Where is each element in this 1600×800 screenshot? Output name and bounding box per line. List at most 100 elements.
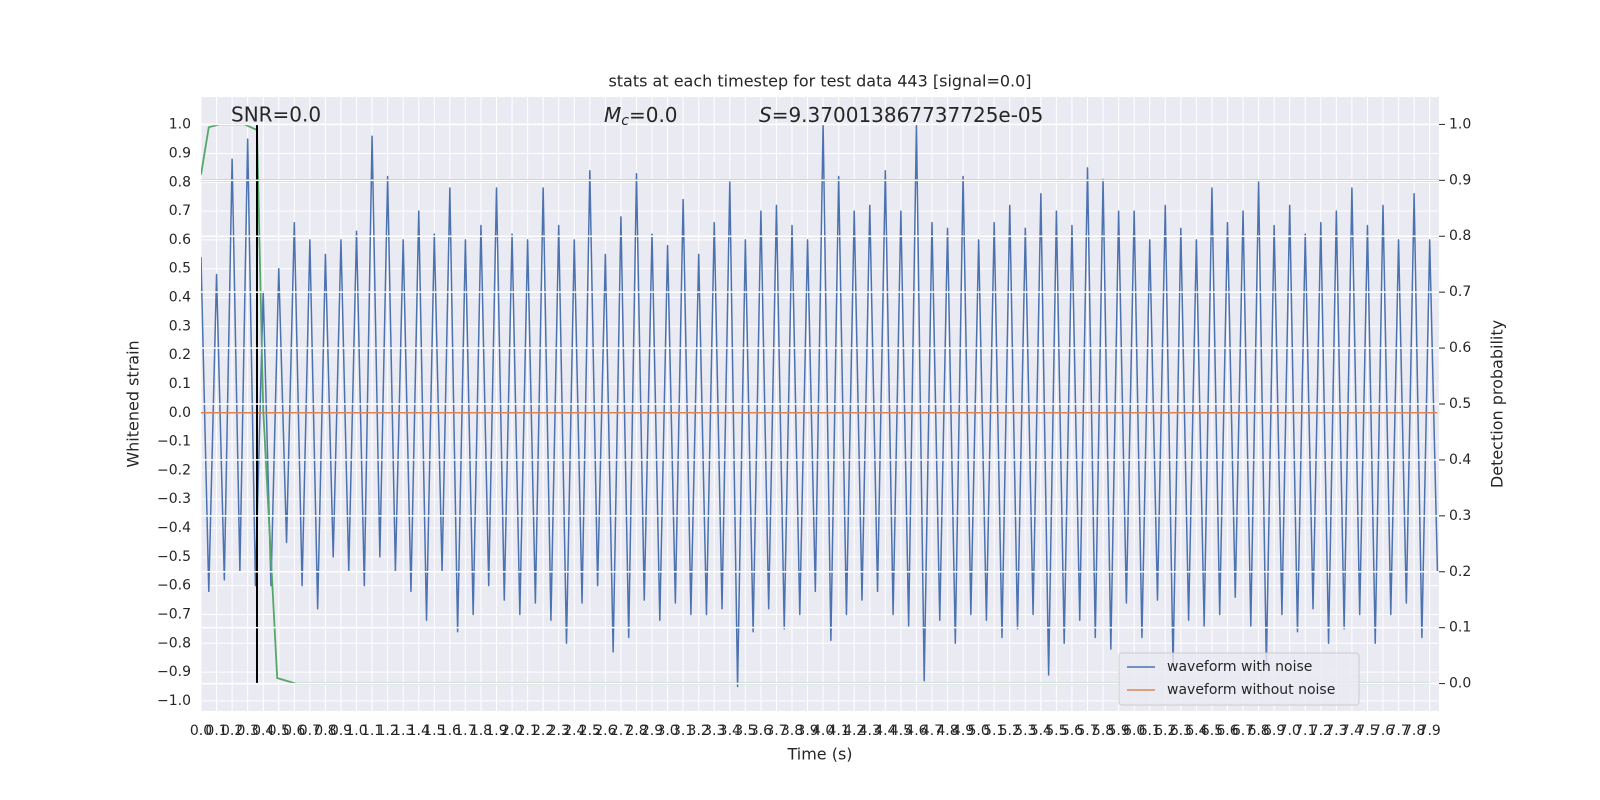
y2-tick-label: 0.8 (1449, 228, 1471, 244)
y-tick-label: −0.8 (157, 635, 191, 651)
y-tick-label: −0.3 (157, 491, 191, 507)
x-tick-label: 3.9 (796, 723, 818, 739)
y2-tick-label: 0.7 (1449, 284, 1471, 300)
y-tick-label: 1.0 (169, 117, 191, 133)
x-tick-label: 1.6 (439, 723, 461, 739)
x-tick-label: 7.4 (1341, 723, 1363, 739)
x-tick-label: 3.7 (765, 723, 787, 739)
x-tick-label: 2.2 (532, 723, 554, 739)
y-tick-label: −1.0 (157, 693, 191, 709)
mc-symbol: M (604, 103, 621, 127)
y-tick-label: 0.0 (169, 405, 191, 421)
x-tick-label: 4.7 (921, 723, 943, 739)
x-tick-label: 3.3 (703, 723, 725, 739)
x-tick-label: 0.5 (268, 723, 290, 739)
x-tick-label: 5.7 (1076, 723, 1098, 739)
x-tick-label: 6.0 (1123, 723, 1145, 739)
x-tick-label: 5.5 (1045, 723, 1067, 739)
x-tick-label: 1.2 (377, 723, 399, 739)
x-tick-label: 4.1 (828, 723, 850, 739)
x-tick-label: 2.9 (641, 723, 663, 739)
x-tick-label: 7.3 (1325, 723, 1347, 739)
y2-tick-label: 0.1 (1449, 620, 1471, 636)
x-tick-label: 7.6 (1372, 723, 1394, 739)
y2-axis-label: Detection probability (1488, 320, 1507, 488)
x-tick-label: 5.3 (1014, 723, 1036, 739)
x-tick-label: 4.3 (859, 723, 881, 739)
y-tick-label: −0.5 (157, 549, 191, 565)
x-tick-label: 2.8 (625, 723, 647, 739)
s-value: =9.370013867737725e-05 (772, 103, 1044, 127)
x-tick-label: 2.6 (594, 723, 616, 739)
x-tick-label: 6.5 (1201, 723, 1223, 739)
y-tick-label: −0.7 (157, 606, 191, 622)
x-tick-label: 3.5 (734, 723, 756, 739)
y-tick-label: 0.5 (169, 261, 191, 277)
x-tick-label: 4.2 (843, 723, 865, 739)
x-tick-label: 7.0 (1279, 723, 1301, 739)
x-tick-label: 0.0 (190, 723, 212, 739)
x-tick-label: 1.1 (361, 723, 383, 739)
y2-tick-label: 0.0 (1449, 676, 1471, 692)
x-tick-label: 5.6 (1061, 723, 1083, 739)
x-tick-label: 3.8 (781, 723, 803, 739)
x-tick-label: 2.1 (516, 723, 538, 739)
y-tick-label: −0.6 (157, 578, 191, 594)
x-tick-label: 0.1 (205, 723, 227, 739)
x-tick-label: 6.6 (1216, 723, 1238, 739)
x-tick-label: 1.3 (392, 723, 414, 739)
y2-tick-label: 1.0 (1449, 116, 1471, 132)
y-tick-label: 0.8 (169, 174, 191, 190)
x-tick-label: 1.7 (454, 723, 476, 739)
x-tick-label: 5.9 (1107, 723, 1129, 739)
x-tick-label: 5.8 (1092, 723, 1114, 739)
s-annotation: S=9.370013867737725e-05 (759, 103, 1043, 127)
x-tick-label: 4.0 (812, 723, 834, 739)
s-symbol: S (759, 103, 772, 127)
overlay (201, 123, 1439, 685)
x-tick-label: 1.0 (345, 723, 367, 739)
x-tick-label: 4.8 (936, 723, 958, 739)
x-tick-label: 5.1 (983, 723, 1005, 739)
y2-tick-label: 0.6 (1449, 340, 1471, 356)
x-tick-label: 3.2 (688, 723, 710, 739)
x-tick-label: 4.4 (874, 723, 896, 739)
legend-box (1118, 652, 1360, 706)
x-tick-label: 6.2 (1154, 723, 1176, 739)
y2-tick-label: 0.2 (1449, 564, 1471, 580)
y-tick-label: 0.1 (169, 376, 191, 392)
y2-tick-label: 0.9 (1449, 172, 1471, 188)
y-tick-label: −0.1 (157, 434, 191, 450)
y-tick-label: −0.9 (157, 664, 191, 680)
legend-label: waveform with noise (1167, 659, 1312, 675)
legend: waveform with noise waveform without nois… (1118, 652, 1360, 706)
x-tick-label: 1.8 (470, 723, 492, 739)
mc-subscript: c (621, 113, 629, 129)
x-tick-label: 2.5 (579, 723, 601, 739)
x-tick-label: 1.4 (408, 723, 430, 739)
x-tick-label: 5.0 (968, 723, 990, 739)
x-tick-label: 4.5 (890, 723, 912, 739)
x-tick-label: 3.4 (719, 723, 741, 739)
x-tick-label: 2.7 (610, 723, 632, 739)
x-tick-label: 6.8 (1247, 723, 1269, 739)
x-tick-label: 2.3 (548, 723, 570, 739)
series-line (201, 123, 1439, 688)
y-tick-label: 0.7 (169, 203, 191, 219)
legend-label: waveform without noise (1167, 682, 1335, 698)
y-tick-label: 0.2 (169, 347, 191, 363)
x-tick-label: 0.7 (299, 723, 321, 739)
mc-value: =0.0 (629, 103, 678, 127)
y-tick-label: 0.6 (169, 232, 191, 248)
x-tick-label: 5.4 (1030, 723, 1052, 739)
y-tick-label: 0.3 (169, 318, 191, 334)
x-tick-label: 0.6 (283, 723, 305, 739)
x-tick-label: 2.0 (501, 723, 523, 739)
x-tick-label: 2.4 (563, 723, 585, 739)
x-tick-label: 0.8 (314, 723, 336, 739)
x-tick-label: 7.5 (1356, 723, 1378, 739)
x-tick-label: 6.4 (1185, 723, 1207, 739)
x-tick-label: 6.7 (1232, 723, 1254, 739)
x-tick-label: 7.9 (1419, 723, 1441, 739)
